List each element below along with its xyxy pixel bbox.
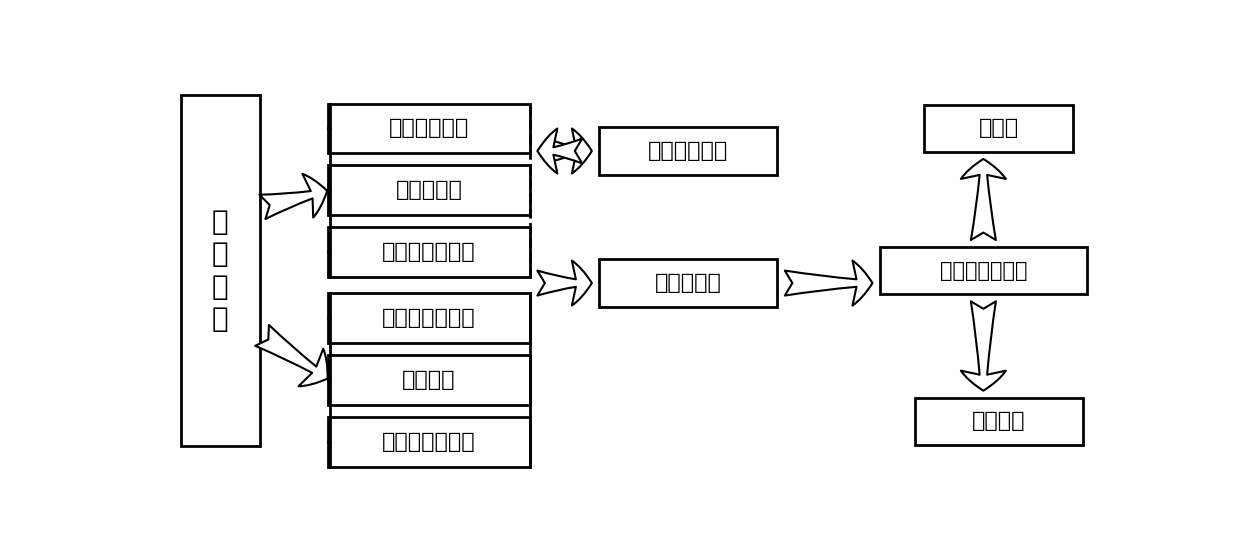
FancyBboxPatch shape <box>599 259 777 307</box>
Text: 閈化机理: 閈化机理 <box>402 370 455 390</box>
Text: 规模生产: 规模生产 <box>972 411 1025 431</box>
FancyBboxPatch shape <box>327 355 529 405</box>
FancyBboxPatch shape <box>327 166 529 215</box>
Text: 产品质量验证: 产品质量验证 <box>649 141 728 161</box>
FancyBboxPatch shape <box>924 105 1074 152</box>
Text: 新技术中试验证: 新技术中试验证 <box>940 260 1027 281</box>
FancyBboxPatch shape <box>880 247 1086 294</box>
FancyBboxPatch shape <box>181 95 259 446</box>
Text: 新技术评价: 新技术评价 <box>655 273 722 293</box>
FancyBboxPatch shape <box>327 227 529 277</box>
Text: 无
钓
閈
化: 无 钓 閈 化 <box>212 208 228 333</box>
FancyBboxPatch shape <box>327 103 529 153</box>
FancyBboxPatch shape <box>327 417 529 467</box>
Text: 快速监控新方法: 快速监控新方法 <box>382 242 476 262</box>
FancyBboxPatch shape <box>915 398 1083 445</box>
Text: 影响质量的因素: 影响质量的因素 <box>382 432 476 452</box>
Text: 閈化新工艺: 閈化新工艺 <box>396 180 463 200</box>
FancyBboxPatch shape <box>327 293 529 343</box>
Text: 产业化: 产业化 <box>978 118 1019 138</box>
FancyBboxPatch shape <box>599 127 777 175</box>
Text: 閈化过程动力学: 閈化过程动力学 <box>382 308 476 328</box>
Text: 閈化液新配方: 閈化液新配方 <box>389 118 469 138</box>
